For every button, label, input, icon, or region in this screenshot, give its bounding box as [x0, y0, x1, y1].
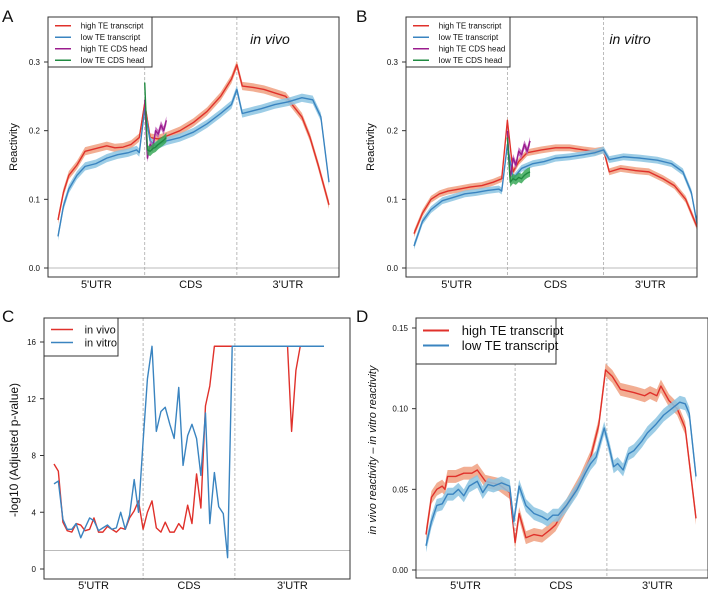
region-label: CDS — [177, 580, 200, 592]
plot-frame — [43, 317, 351, 580]
region-label: 3'UTR — [277, 580, 308, 592]
y-axis-label: -log10 (Adjusted p-value) — [7, 383, 21, 517]
region-label: 5'UTR — [78, 580, 109, 592]
legend-label: high TE CDS head — [439, 45, 506, 54]
legend-label: low TE CDS head — [439, 56, 502, 65]
y-tick-label: 4 — [32, 508, 37, 517]
series-line — [53, 345, 324, 559]
series-low-te-cds-head — [144, 77, 167, 157]
y-axis-label: Reactivity — [365, 123, 377, 171]
legend-box — [47, 16, 153, 68]
y-axis-label: in vivo reactivity – in vitro reactivity — [367, 364, 379, 534]
confidence-band — [507, 132, 531, 187]
series-low-te-transcript — [57, 85, 330, 241]
confidence-band — [414, 116, 697, 238]
legend-label: low TE transcript — [81, 33, 141, 42]
series-low-te-transcript — [413, 140, 698, 250]
y-tick-label: 0.10 — [392, 405, 408, 414]
y-tick-label: 12 — [27, 395, 36, 404]
legend-label: high TE transcript — [81, 22, 144, 31]
series-line — [425, 401, 697, 546]
region-label: CDS — [544, 279, 567, 291]
series-line — [57, 64, 330, 221]
y-tick-label: 0.2 — [387, 127, 399, 136]
panel-title: in vivo — [250, 31, 290, 47]
plot-frame — [415, 317, 708, 579]
series-line — [57, 88, 330, 237]
legend-box — [415, 317, 557, 365]
series-high-te-transcript — [425, 363, 697, 550]
legend-label: in vitro — [85, 337, 117, 349]
confidence-band — [414, 140, 697, 250]
y-tick-label: 0.2 — [29, 127, 41, 136]
y-tick-label: 0.3 — [387, 58, 399, 67]
series-line — [144, 82, 167, 152]
legend-box — [43, 317, 119, 357]
series-line — [506, 137, 531, 183]
y-tick-label: 0.05 — [392, 485, 408, 494]
legend: high TE transcript low TE transcript high … — [47, 16, 153, 68]
region-label: 5'UTR — [441, 279, 472, 291]
legend: high TE transcript low TE transcript high … — [405, 16, 511, 68]
legend-label: high TE CDS head — [81, 45, 148, 54]
plot-frame — [405, 16, 698, 278]
series-low-te-cds-head — [506, 132, 531, 187]
confidence-band — [58, 60, 329, 225]
series-high-te-transcript — [413, 116, 698, 238]
y-tick-label: 16 — [27, 338, 36, 347]
panel-letter: D — [356, 307, 368, 326]
panel-letter: C — [2, 307, 14, 326]
series-low-te-transcript — [425, 395, 697, 553]
y-tick-label: 0.3 — [29, 58, 41, 67]
panel-c: C 0 4 8 12 16 5'UTR CDS 3'UTR -log10 (Adjusted p-… — [2, 307, 351, 592]
y-tick-label: 0.0 — [387, 264, 399, 273]
series-line — [425, 369, 697, 544]
y-tick-label: 0.00 — [392, 566, 408, 575]
confidence-band — [58, 85, 329, 241]
panel-b: B 0.0 0.1 0.2 0.3 5'UTR CDS 3'UTR Reactivity in v… — [356, 7, 698, 291]
series-line — [53, 345, 324, 533]
region-label: 3'UTR — [635, 279, 666, 291]
y-tick-label: 8 — [32, 452, 37, 461]
region-label: 5'UTR — [81, 279, 112, 291]
y-tick-label: 0.0 — [29, 264, 41, 273]
series-line — [413, 119, 698, 234]
series-in-vitro — [53, 345, 324, 559]
panel-letter: A — [2, 7, 14, 26]
panel-a: A 0.0 0.1 0.2 0.3 5'UTR CDS 3'UTR Reactivity in v… — [2, 7, 340, 291]
panel-letter: B — [356, 7, 367, 26]
y-tick-label: 0.15 — [392, 324, 408, 333]
confidence-band — [426, 363, 696, 550]
series-line — [506, 130, 531, 180]
region-label: 5'UTR — [450, 580, 481, 592]
region-label: CDS — [549, 580, 572, 592]
legend-label: low TE transcript — [462, 338, 559, 353]
y-tick-label: 0.1 — [387, 195, 399, 204]
region-label: 3'UTR — [642, 580, 673, 592]
series-high-te-cds-head — [506, 126, 531, 183]
plot-frame — [47, 16, 340, 278]
region-label: 3'UTR — [273, 279, 304, 291]
legend-label: high TE transcript — [439, 22, 502, 31]
y-tick-label: 0 — [32, 565, 37, 574]
series-line — [413, 143, 698, 247]
y-axis-label: Reactivity — [8, 123, 20, 171]
panel-d: D 0.00 0.05 0.10 0.15 5'UTR CDS 3'UTR in vivo re… — [356, 307, 708, 592]
legend-label: high TE transcript — [462, 323, 564, 338]
legend-label: low TE CDS head — [81, 56, 144, 65]
panel-title: in vitro — [609, 31, 650, 47]
legend-label: in vivo — [85, 324, 116, 336]
legend-label: low TE transcript — [439, 33, 499, 42]
confidence-band — [144, 77, 167, 157]
series-high-te-transcript — [57, 60, 330, 225]
region-label: CDS — [179, 279, 202, 291]
series-in-vivo — [53, 345, 324, 533]
y-tick-label: 0.1 — [29, 195, 41, 204]
